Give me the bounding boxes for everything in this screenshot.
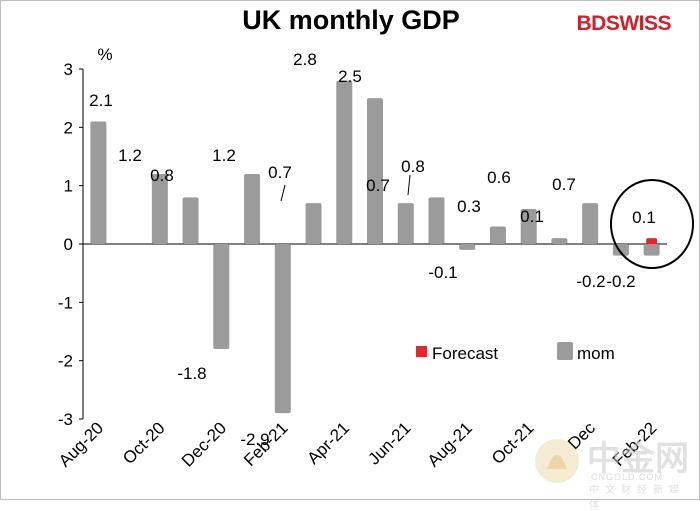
y-tick-label: -1 xyxy=(58,293,73,312)
data-label: 2.5 xyxy=(338,67,362,86)
bar-mom-Mar-21 xyxy=(305,203,322,244)
y-tick-label: 1 xyxy=(64,177,73,196)
data-labels: 2.1 1.2 0.8 -1.8 1.2 -2.9 0.7 2.8 2.5 0.7 0.8 -0.1 0… xyxy=(89,50,656,449)
data-label: -2.9 xyxy=(240,430,269,449)
bar-mom-May-21 xyxy=(367,98,383,245)
bar-mom-Aug-21 xyxy=(459,244,476,250)
data-label: 1.2 xyxy=(212,146,236,165)
y-tick-label: 2 xyxy=(64,118,73,137)
chart-title: UK monthly GDP xyxy=(242,5,460,35)
bar-mom-Nov-20 xyxy=(182,197,199,244)
y-tick-label: -3 xyxy=(58,410,73,429)
legend-swatch-mom xyxy=(557,342,573,360)
legend-swatch-forecast xyxy=(416,346,427,357)
watermark-sub2: 中文财经新媒体 xyxy=(589,485,685,511)
data-label: 1.2 xyxy=(118,146,142,165)
bar-mom-Jun-21 xyxy=(397,203,414,244)
bar-chart-plot: % 2.1 1.2 0.8 -1.8 1.2 -2.9 0.7 2.8 2.5 0.7 0.8 -0.… xyxy=(55,45,694,471)
bar-Forecast-Feb-22 xyxy=(646,238,658,244)
bar-mom-Sep-21 xyxy=(489,226,506,244)
bars xyxy=(90,80,660,414)
y-tick-labels: 3 2 1 0 -1 -2 -3 xyxy=(58,60,73,429)
data-label: 0.8 xyxy=(150,166,174,185)
data-label: 0.6 xyxy=(487,168,511,187)
bar-mom-Oct-21 xyxy=(520,209,537,244)
data-label: -1.8 xyxy=(177,364,206,383)
bar-mom-Feb-22 xyxy=(643,244,660,256)
legend-label-forecast: Forecast xyxy=(432,344,498,363)
x-tick-label: Aug-21 xyxy=(424,418,476,470)
label-leader-line xyxy=(407,174,411,196)
bar-mom-Apr-21 xyxy=(336,80,353,245)
data-label: -0.2 xyxy=(606,272,635,291)
data-label: 2.1 xyxy=(89,91,113,110)
x-tick-label: Dec-20 xyxy=(178,418,230,470)
bar-mom-Aug-20 xyxy=(90,121,107,244)
data-label: 0.8 xyxy=(401,157,425,176)
bar-mom-Nov-21 xyxy=(551,238,568,244)
watermark: 中金网 CNGOLD.COM 中文财经新媒体 xyxy=(529,431,689,511)
data-label: 0.3 xyxy=(457,197,481,216)
data-label: 2.8 xyxy=(293,50,317,69)
data-label: 0.7 xyxy=(552,175,576,194)
bar-mom-Jul-21 xyxy=(428,197,445,244)
data-label: 0.7 xyxy=(268,163,292,182)
y-tick-label: 3 xyxy=(64,60,73,79)
x-tick-label: Jun-21 xyxy=(364,418,414,468)
label-leader-line xyxy=(280,184,286,202)
bar-mom-Dec-21 xyxy=(582,203,599,244)
watermark-sub: CNGOLD.COM xyxy=(591,472,664,482)
data-label: 0.1 xyxy=(632,208,656,227)
data-label: -0.1 xyxy=(428,263,457,282)
x-tick-label: Oct-20 xyxy=(119,418,169,468)
y-tick-label: 0 xyxy=(64,235,73,254)
brand-logo: BDSWISS xyxy=(576,12,671,35)
legend: Forecast mom xyxy=(416,342,615,363)
forecast-highlight-circle xyxy=(610,179,694,269)
bar-mom-Oct-20 xyxy=(151,174,168,244)
data-label: 0.1 xyxy=(520,207,544,226)
legend-label-mom: mom xyxy=(577,344,615,363)
bar-mom-Dec-20 xyxy=(213,244,230,349)
x-tick-label: Apr-21 xyxy=(304,418,354,468)
y-axis-unit-label: % xyxy=(97,45,112,64)
data-label: 0.7 xyxy=(366,176,390,195)
y-tick-label: -2 xyxy=(58,352,73,371)
watermark-logo-icon xyxy=(535,439,579,483)
data-label: -0.2 xyxy=(576,272,605,291)
watermark-text: 中金网 xyxy=(587,439,689,479)
bar-mom-Jan-21 xyxy=(244,174,261,244)
bar-mom-Feb-21 xyxy=(274,244,291,414)
